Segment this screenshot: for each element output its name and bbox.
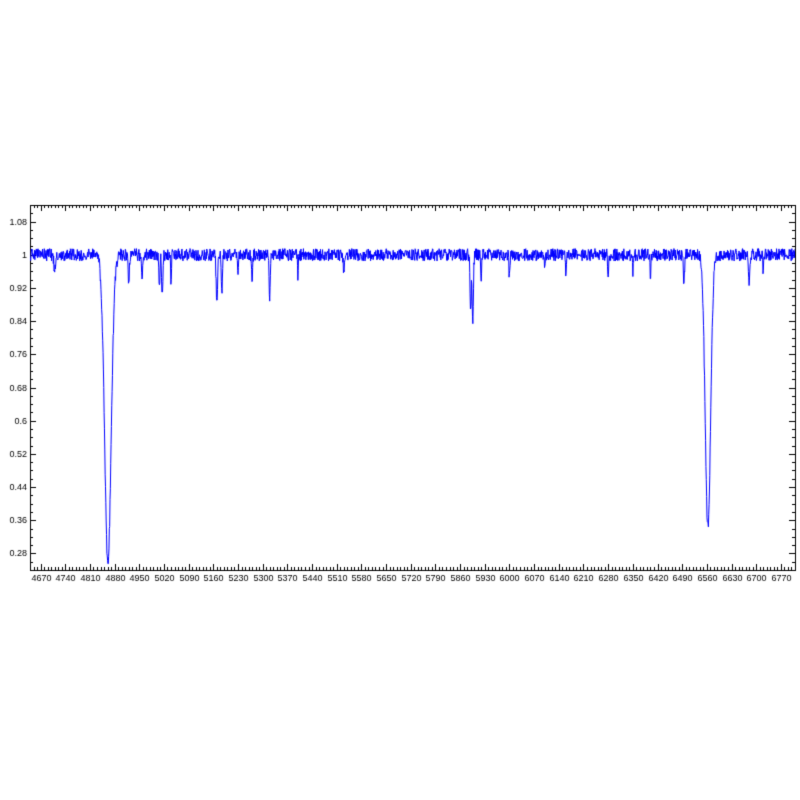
- spectrum-chart: [0, 200, 800, 600]
- spectrum-canvas: [0, 200, 800, 600]
